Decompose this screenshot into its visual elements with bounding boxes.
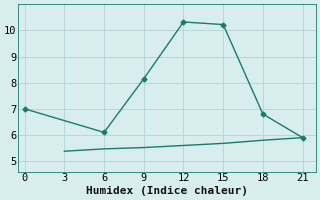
X-axis label: Humidex (Indice chaleur): Humidex (Indice chaleur) <box>86 186 248 196</box>
